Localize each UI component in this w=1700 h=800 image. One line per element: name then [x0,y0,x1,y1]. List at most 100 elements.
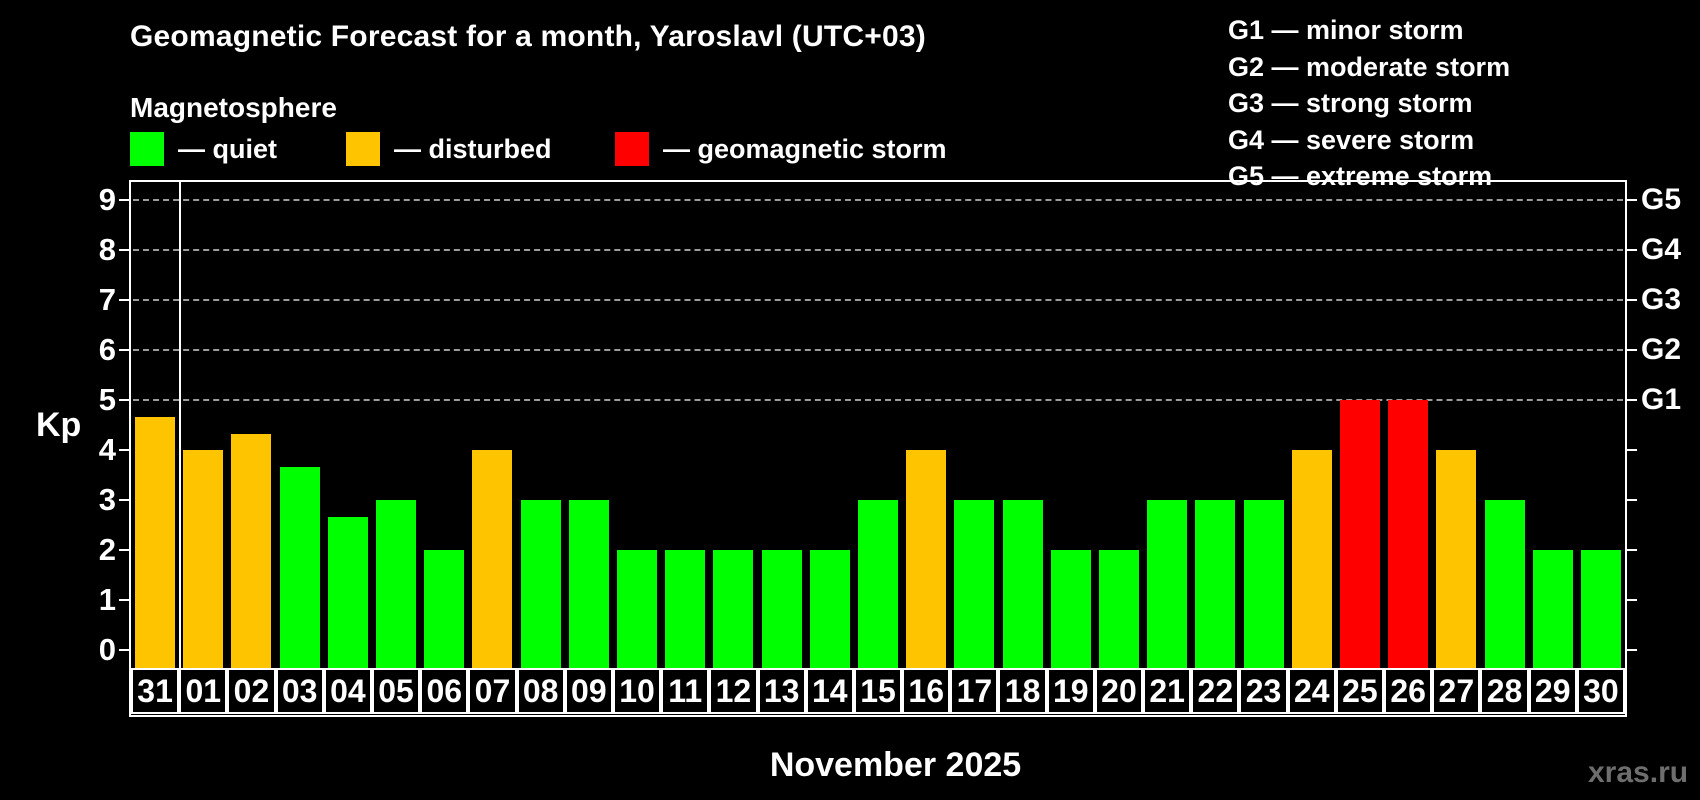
y-tick-left-4 [119,449,131,451]
y-tick-left-0 [119,649,131,651]
plot-area [129,180,1627,717]
bar-day-11 [665,550,706,668]
y-tick-label-1: 1 [98,582,116,617]
legend-label-quiet: — quiet [178,134,277,164]
bar-day-05 [376,500,417,668]
day-label-29: 29 [1528,668,1577,714]
g-legend-line-2: G2 — moderate storm [1228,51,1511,82]
day-label-24: 24 [1287,668,1336,714]
y-tick-right-1 [1625,599,1637,601]
y-tick-right-3 [1625,499,1637,501]
day-label-02: 02 [227,668,276,714]
right-axis-label-G5: G5 [1641,183,1682,216]
y-tick-label-6: 6 [98,332,116,367]
day-label-20: 20 [1094,668,1144,714]
y-tick-label-5: 5 [98,382,116,417]
y-tick-right-9 [1625,199,1637,201]
y-tick-label-2: 2 [98,532,116,567]
bar-day-23 [1243,500,1284,668]
y-tick-left-1 [119,599,131,601]
bar-day-15 [858,500,898,668]
day-label-07: 07 [468,668,517,714]
day-label-14: 14 [805,668,854,714]
bar-day-06 [424,550,465,668]
day-label-30: 30 [1576,668,1625,714]
day-label-27: 27 [1432,668,1481,714]
gridline-kp-7 [133,299,1623,301]
y-tick-label-8: 8 [98,232,116,267]
day-label-08: 08 [516,668,565,714]
y-tick-right-4 [1625,449,1637,451]
y-tick-label-9: 9 [98,182,116,217]
gridline-kp-5 [133,399,1623,401]
day-label-01: 01 [179,668,228,714]
y-tick-left-6 [119,349,131,351]
gridline-kp-9 [133,199,1623,201]
y-tick-right-7 [1625,299,1637,301]
bar-day-26 [1388,400,1429,668]
day-label-21: 21 [1143,668,1192,714]
bar-day-20 [1098,550,1139,668]
day-label-10: 10 [612,668,662,714]
day-label-06: 06 [420,668,469,714]
bar-day-04 [327,516,368,668]
day-label-05: 05 [371,668,421,714]
legend-swatch-quiet [130,132,164,166]
y-tick-right-6 [1625,349,1637,351]
right-axis-label-G3: G3 [1641,283,1682,316]
bar-day-18 [1002,500,1043,668]
bar-day-10 [617,550,658,668]
chart-subtitle: Magnetosphere [130,92,337,123]
day-label-22: 22 [1191,668,1240,714]
y-tick-right-8 [1625,249,1637,251]
day-label-13: 13 [757,668,806,714]
y-tick-label-3: 3 [98,482,116,517]
y-tick-label-4: 4 [98,432,116,467]
y-tick-left-5 [119,399,131,401]
day-label-04: 04 [323,668,372,714]
bar-day-08 [520,500,561,668]
g-legend-line-1: G1 — minor storm [1228,15,1464,45]
g-legend-line-3: G3 — strong storm [1228,88,1473,119]
y-tick-right-0 [1625,649,1637,651]
right-axis-label-G4: G4 [1641,233,1682,266]
bar-day-28 [1484,500,1525,668]
g-legend-line-5: G5 — extreme storm [1228,161,1493,192]
legend-label-disturbed: — disturbed [394,134,552,164]
y-tick-label-7: 7 [98,282,116,317]
bar-day-12 [713,550,754,668]
day-label-19: 19 [1046,668,1095,714]
right-axis-label-G1: G1 [1641,383,1682,416]
legend-swatch-disturbed [346,132,380,166]
day-label-09: 09 [564,668,613,714]
right-axis-label-G2: G2 [1641,333,1682,366]
day-label-03: 03 [275,668,324,714]
y-tick-left-2 [119,549,131,551]
legend-label-storm: — geomagnetic storm [663,134,947,164]
bar-day-29 [1532,550,1573,668]
g-legend-line-4: G4 — severe storm [1228,124,1475,155]
gridline-kp-8 [133,249,1623,251]
bar-day-27 [1436,450,1477,668]
bar-day-22 [1195,500,1236,668]
x-axis-label: November 2025 [769,746,1022,784]
day-label-26: 26 [1384,668,1433,714]
day-label-16: 16 [902,668,951,714]
bar-day-21 [1147,500,1188,668]
day-label-18: 18 [998,668,1047,714]
y-tick-right-5 [1625,399,1637,401]
y-tick-left-7 [119,299,131,301]
day-label-15: 15 [853,668,903,714]
day-label-28: 28 [1480,668,1529,714]
bar-day-25 [1339,400,1380,668]
bar-day-17 [954,500,995,668]
bar-day-16 [906,450,947,668]
bar-day-30 [1580,550,1621,668]
bar-day-09 [568,500,609,668]
bar-day-14 [809,550,850,668]
bar-day-31 [135,416,176,668]
day-label-25: 25 [1335,668,1385,714]
day-label-11: 11 [661,668,710,714]
y-axis-label: Kp [36,406,82,444]
